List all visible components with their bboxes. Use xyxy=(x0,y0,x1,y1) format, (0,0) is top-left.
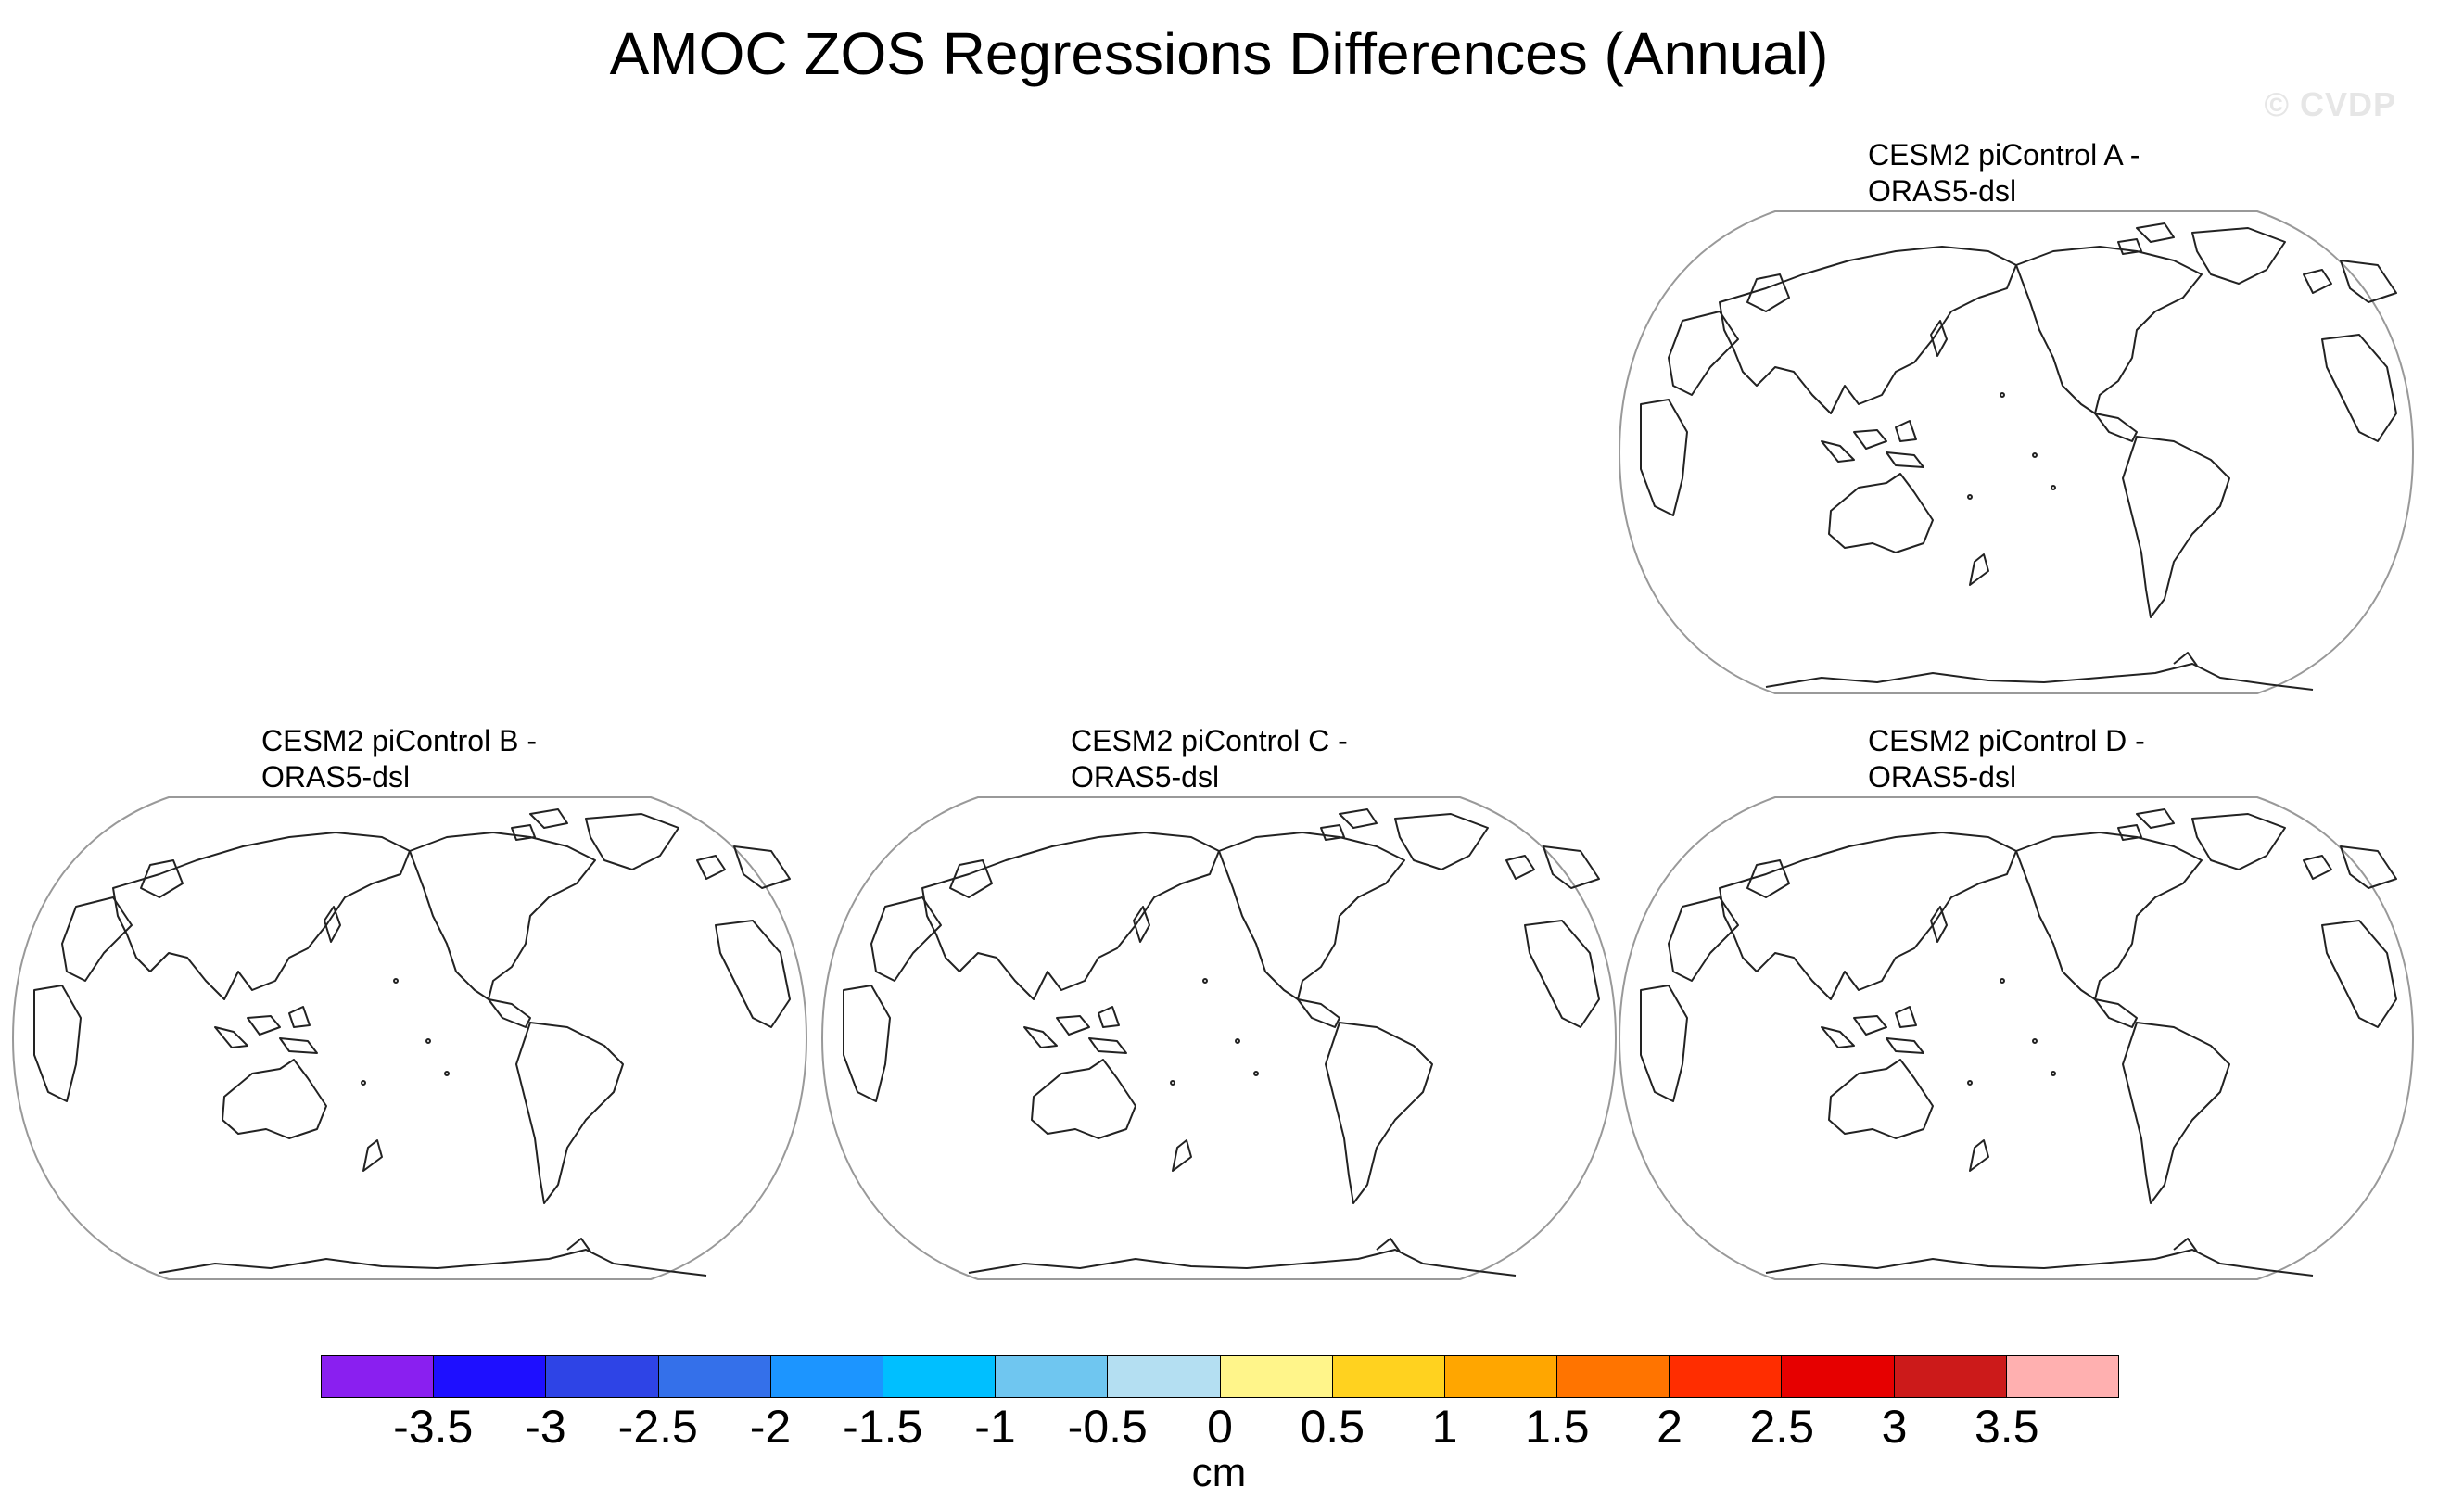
colorbar-swatch xyxy=(1332,1356,1445,1397)
colorbar-swatch xyxy=(996,1356,1109,1397)
colorbar-tick-label: -1.5 xyxy=(843,1401,923,1453)
colorbar-tick-label: -2 xyxy=(749,1401,792,1453)
colorbar-tick-label: 1 xyxy=(1431,1401,1458,1453)
map-panel-a: CESM2 piControl A - ORAS5-dsl xyxy=(1618,137,2415,694)
colorbar-tick-label: 3 xyxy=(1881,1401,1908,1453)
colorbar-swatch xyxy=(1670,1356,1783,1397)
colorbar-swatch xyxy=(1108,1356,1221,1397)
colorbar-swatch xyxy=(1894,1356,2007,1397)
map-panel-b: CESM2 piControl B - ORAS5-dsl xyxy=(11,723,808,1280)
panel-b-map xyxy=(11,796,808,1280)
map-panel-d: CESM2 piControl D - ORAS5-dsl xyxy=(1618,723,2415,1280)
panel-a-map xyxy=(1618,210,2415,694)
watermark: © CVDP xyxy=(2264,85,2396,123)
panel-d-title-line1: CESM2 piControl D - xyxy=(1868,724,2145,757)
panel-c-title-line2: ORAS5-dsl xyxy=(1071,760,1220,794)
colorbar-tick-label: -1 xyxy=(974,1401,1016,1453)
panel-c-title-line1: CESM2 piControl C - xyxy=(1071,724,1348,757)
panel-b-title: CESM2 piControl B - ORAS5-dsl xyxy=(261,723,781,795)
map-outline xyxy=(1618,796,2415,1280)
colorbar xyxy=(321,1355,2119,1398)
map-panel-c: CESM2 piControl C - ORAS5-dsl xyxy=(820,723,1618,1280)
colorbar-swatch xyxy=(322,1356,435,1397)
map-outline xyxy=(1618,210,2415,694)
colorbar-swatch xyxy=(546,1356,659,1397)
panel-d-title: CESM2 piControl D - ORAS5-dsl xyxy=(1868,723,2387,795)
panel-a-title-line2: ORAS5-dsl xyxy=(1868,174,2017,208)
panel-a-title-line1: CESM2 piControl A - xyxy=(1868,138,2140,172)
colorbar-tick-label: 0.5 xyxy=(1300,1401,1365,1453)
panel-a-title: CESM2 piControl A - ORAS5-dsl xyxy=(1868,137,2387,210)
map-outline xyxy=(820,796,1618,1280)
colorbar-swatch xyxy=(1220,1356,1333,1397)
panel-d-map xyxy=(1618,796,2415,1280)
panel-b-title-line2: ORAS5-dsl xyxy=(261,760,411,794)
colorbar-tick-label: -0.5 xyxy=(1067,1401,1148,1453)
colorbar-tick-label: 1.5 xyxy=(1524,1401,1590,1453)
colorbar-swatch xyxy=(770,1356,883,1397)
colorbar-units-label: cm xyxy=(1191,1450,1247,1495)
figure-title: AMOC ZOS Regressions Differences (Annual… xyxy=(609,20,1829,87)
colorbar-tick-label: 2.5 xyxy=(1749,1401,1815,1453)
colorbar-tick-label: 0 xyxy=(1207,1401,1233,1453)
panel-c-map xyxy=(820,796,1618,1280)
colorbar-tick-label: -3 xyxy=(525,1401,566,1453)
colorbar-tick-label: -3.5 xyxy=(393,1401,474,1453)
colorbar-swatch xyxy=(1782,1356,1895,1397)
colorbar-swatch xyxy=(883,1356,997,1397)
map-outline xyxy=(11,796,808,1280)
panel-c-title: CESM2 piControl C - ORAS5-dsl xyxy=(1071,723,1590,795)
panel-d-title-line2: ORAS5-dsl xyxy=(1868,760,2017,794)
colorbar-tick-label: 2 xyxy=(1657,1401,1682,1453)
colorbar-swatch xyxy=(2006,1356,2118,1397)
panel-b-title-line1: CESM2 piControl B - xyxy=(261,724,537,757)
colorbar-swatch xyxy=(1557,1356,1670,1397)
colorbar-swatch xyxy=(434,1356,547,1397)
colorbar-tick-label: 3.5 xyxy=(1974,1401,2039,1453)
colorbar-tick-label: -2.5 xyxy=(617,1401,698,1453)
colorbar-ticks: -3.5 -3 -2.5 -2 -1.5 -1 -0.5 0 0.5 1 1.5 2 2.5 3 3.5 xyxy=(321,1400,2119,1455)
colorbar-swatch xyxy=(658,1356,771,1397)
colorbar-swatch xyxy=(1444,1356,1558,1397)
